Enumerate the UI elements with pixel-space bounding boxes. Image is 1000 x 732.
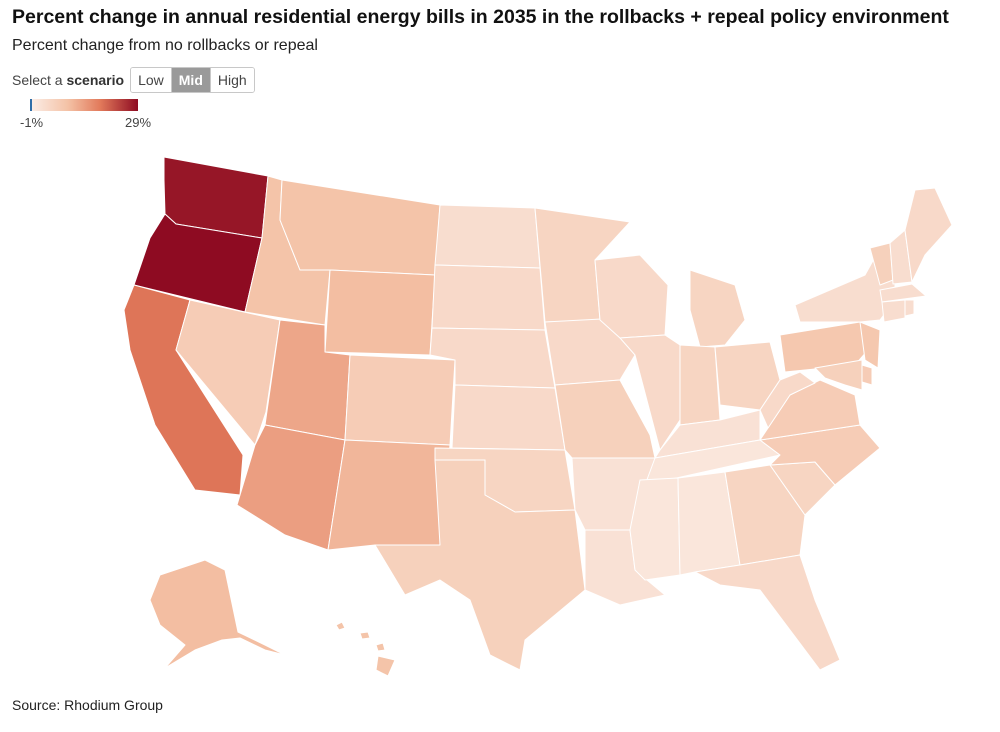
state-hi[interactable] <box>335 621 396 677</box>
state-mo[interactable] <box>554 379 656 459</box>
state-co[interactable] <box>344 354 456 446</box>
state-nm[interactable] <box>327 439 451 551</box>
legend-min-label: -1% <box>20 115 44 130</box>
legend-negative-marker <box>30 99 32 111</box>
state-nj[interactable] <box>859 321 881 369</box>
state-md[interactable] <box>814 359 863 391</box>
scenario-selector: Select a scenario Low Mid High <box>12 66 255 93</box>
state-nv[interactable] <box>175 299 281 446</box>
state-wi[interactable] <box>594 254 669 339</box>
state-ma[interactable] <box>879 283 927 303</box>
state-az[interactable] <box>236 424 346 551</box>
state-me[interactable] <box>904 187 953 283</box>
state-sd[interactable] <box>431 264 546 331</box>
state-wv[interactable] <box>759 371 816 429</box>
state-ri[interactable] <box>904 299 915 317</box>
scenario-toggle-group: Low Mid High <box>130 66 255 93</box>
scenario-low-button[interactable]: Low <box>131 67 172 92</box>
chart-subtitle: Percent change from no rollbacks or repe… <box>12 37 318 54</box>
state-ks[interactable] <box>451 384 566 451</box>
scenario-high-button[interactable]: High <box>210 67 254 92</box>
state-nc[interactable] <box>759 424 881 486</box>
legend-max-label: 29% <box>125 115 152 130</box>
state-wy[interactable] <box>324 269 436 356</box>
scenario-prompt: Select a scenario <box>12 72 124 88</box>
state-in[interactable] <box>679 344 721 426</box>
state-mt[interactable] <box>279 179 441 276</box>
state-tx[interactable] <box>374 459 586 671</box>
state-ak[interactable] <box>149 559 286 669</box>
state-fl[interactable] <box>694 554 841 671</box>
state-mi[interactable] <box>689 269 746 348</box>
scenario-prompt-text: Select a <box>12 71 67 88</box>
state-de[interactable] <box>861 364 873 386</box>
state-ct[interactable] <box>881 299 906 323</box>
color-legend <box>30 99 140 113</box>
chart-title: Percent change in annual residential ene… <box>12 6 949 28</box>
legend-gradient-bar <box>30 99 138 111</box>
us-choropleth-map <box>123 156 953 677</box>
state-ga[interactable] <box>724 464 806 566</box>
state-ms[interactable] <box>629 477 681 581</box>
scenario-prompt-bold: scenario <box>66 71 125 88</box>
source-note: Source: Rhodium Group <box>12 697 163 713</box>
state-pa[interactable] <box>779 321 869 373</box>
scenario-mid-button[interactable]: Mid <box>171 67 211 92</box>
state-nd[interactable] <box>434 204 541 269</box>
